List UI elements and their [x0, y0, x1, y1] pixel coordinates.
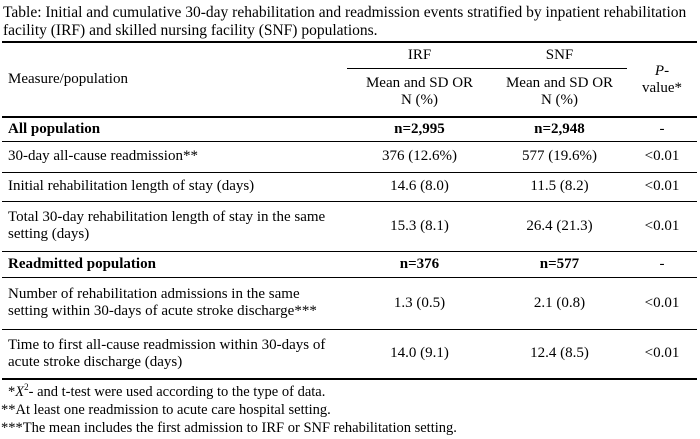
snf-value-cell: 2.1 (0.8)	[492, 277, 627, 330]
table-row-admission-count: Number of rehabilitation admissions in t…	[2, 277, 697, 330]
col-header-measure: Measure/population	[2, 42, 347, 118]
col-subheader-irf: Mean and SD OR N (%)	[347, 68, 492, 118]
measure-cell: Total 30-day rehabilitation length of st…	[2, 201, 347, 252]
sub-header-row: Mean and SD OR N (%) Mean and SD OR N (%)	[2, 68, 697, 118]
col-header-irf-group: IRF	[347, 42, 492, 69]
snf-value-cell: 577 (19.6%)	[492, 141, 627, 173]
snf-value-cell: 11.5 (8.2)	[492, 172, 627, 202]
pvalue-cell: -	[627, 117, 697, 142]
pvalue-italic-letter: P	[654, 62, 665, 79]
col-header-snf-group: SNF	[492, 42, 627, 69]
pvalue-cell: <0.01	[627, 277, 697, 330]
results-table: Measure/population IRF SNF P-value* Mean…	[2, 41, 697, 380]
table-row-all-population: All population n=2,995 n=2,948 -	[2, 117, 697, 142]
measure-cell: Number of rehabilitation admissions in t…	[2, 277, 347, 330]
pvalue-cell: <0.01	[627, 141, 697, 173]
pvalue-hyphen: -	[664, 62, 670, 79]
measure-cell: 30-day all-cause readmission**	[2, 141, 347, 173]
col-header-pvalue: P-value*	[627, 42, 697, 118]
irf-value-cell: 1.3 (0.5)	[347, 277, 492, 330]
irf-subheader-line2: N (%)	[400, 92, 439, 109]
table-row-initial-los: Initial rehabilitation length of stay (d…	[2, 172, 697, 202]
snf-value-cell: 12.4 (8.5)	[492, 329, 627, 380]
snf-value-cell: 26.4 (21.3)	[492, 201, 627, 252]
irf-value-cell: 376 (12.6%)	[347, 141, 492, 173]
footnote-1-superscript: 2	[24, 382, 29, 393]
pvalue-line2: value*	[642, 79, 682, 96]
table-row-readmission: 30-day all-cause readmission** 376 (12.6…	[2, 141, 697, 173]
measure-cell: Initial rehabilitation length of stay (d…	[2, 172, 347, 202]
pvalue-cell: <0.01	[627, 329, 697, 380]
footnote-1: *X2- and t-test were used according to t…	[1, 383, 700, 401]
irf-value-cell: n=376	[347, 251, 492, 278]
pvalue-cell: <0.01	[627, 172, 697, 202]
footnote-1-text: - and t-test were used according to the …	[28, 384, 326, 400]
irf-value-cell: n=2,995	[347, 117, 492, 142]
measure-cell: All population	[2, 117, 347, 142]
table-body: All population n=2,995 n=2,948 - 30-day …	[2, 117, 697, 380]
footnote-3: ***The mean includes the first admission…	[1, 420, 457, 436]
snf-subheader-line2: N (%)	[540, 92, 579, 109]
irf-subheader-line1: Mean and SD OR	[365, 75, 474, 92]
table-row-time-to-readmission: Time to first all-cause readmission with…	[2, 329, 697, 380]
col-subheader-snf: Mean and SD OR N (%)	[492, 68, 627, 118]
snf-value-cell: n=577	[492, 251, 627, 278]
pvalue-cell: -	[627, 251, 697, 278]
group-header-row: Measure/population IRF SNF P-value*	[2, 42, 697, 118]
footnote-1-asterisk: *	[8, 384, 16, 400]
snf-value-cell: n=2,948	[492, 117, 627, 142]
measure-cell: Readmitted population	[2, 251, 347, 278]
footnote-1-chi-symbol: X	[15, 384, 25, 400]
table-row-readmitted-population: Readmitted population n=376 n=577 -	[2, 251, 697, 278]
pvalue-cell: <0.01	[627, 201, 697, 252]
snf-subheader-line1: Mean and SD OR	[505, 75, 614, 92]
irf-value-cell: 14.6 (8.0)	[347, 172, 492, 202]
table-row-total-los: Total 30-day rehabilitation length of st…	[2, 201, 697, 252]
irf-value-cell: 15.3 (8.1)	[347, 201, 492, 252]
measure-cell: Time to first all-cause readmission with…	[2, 329, 347, 380]
table-header: Measure/population IRF SNF P-value* Mean…	[2, 42, 697, 118]
table-caption: Table: Initial and cumulative 30-day reh…	[3, 4, 687, 39]
irf-value-cell: 14.0 (9.1)	[347, 329, 492, 380]
footnotes: *X2- and t-test were used according to t…	[0, 380, 700, 437]
footnote-2: **At least one readmission to acute care…	[1, 402, 331, 418]
